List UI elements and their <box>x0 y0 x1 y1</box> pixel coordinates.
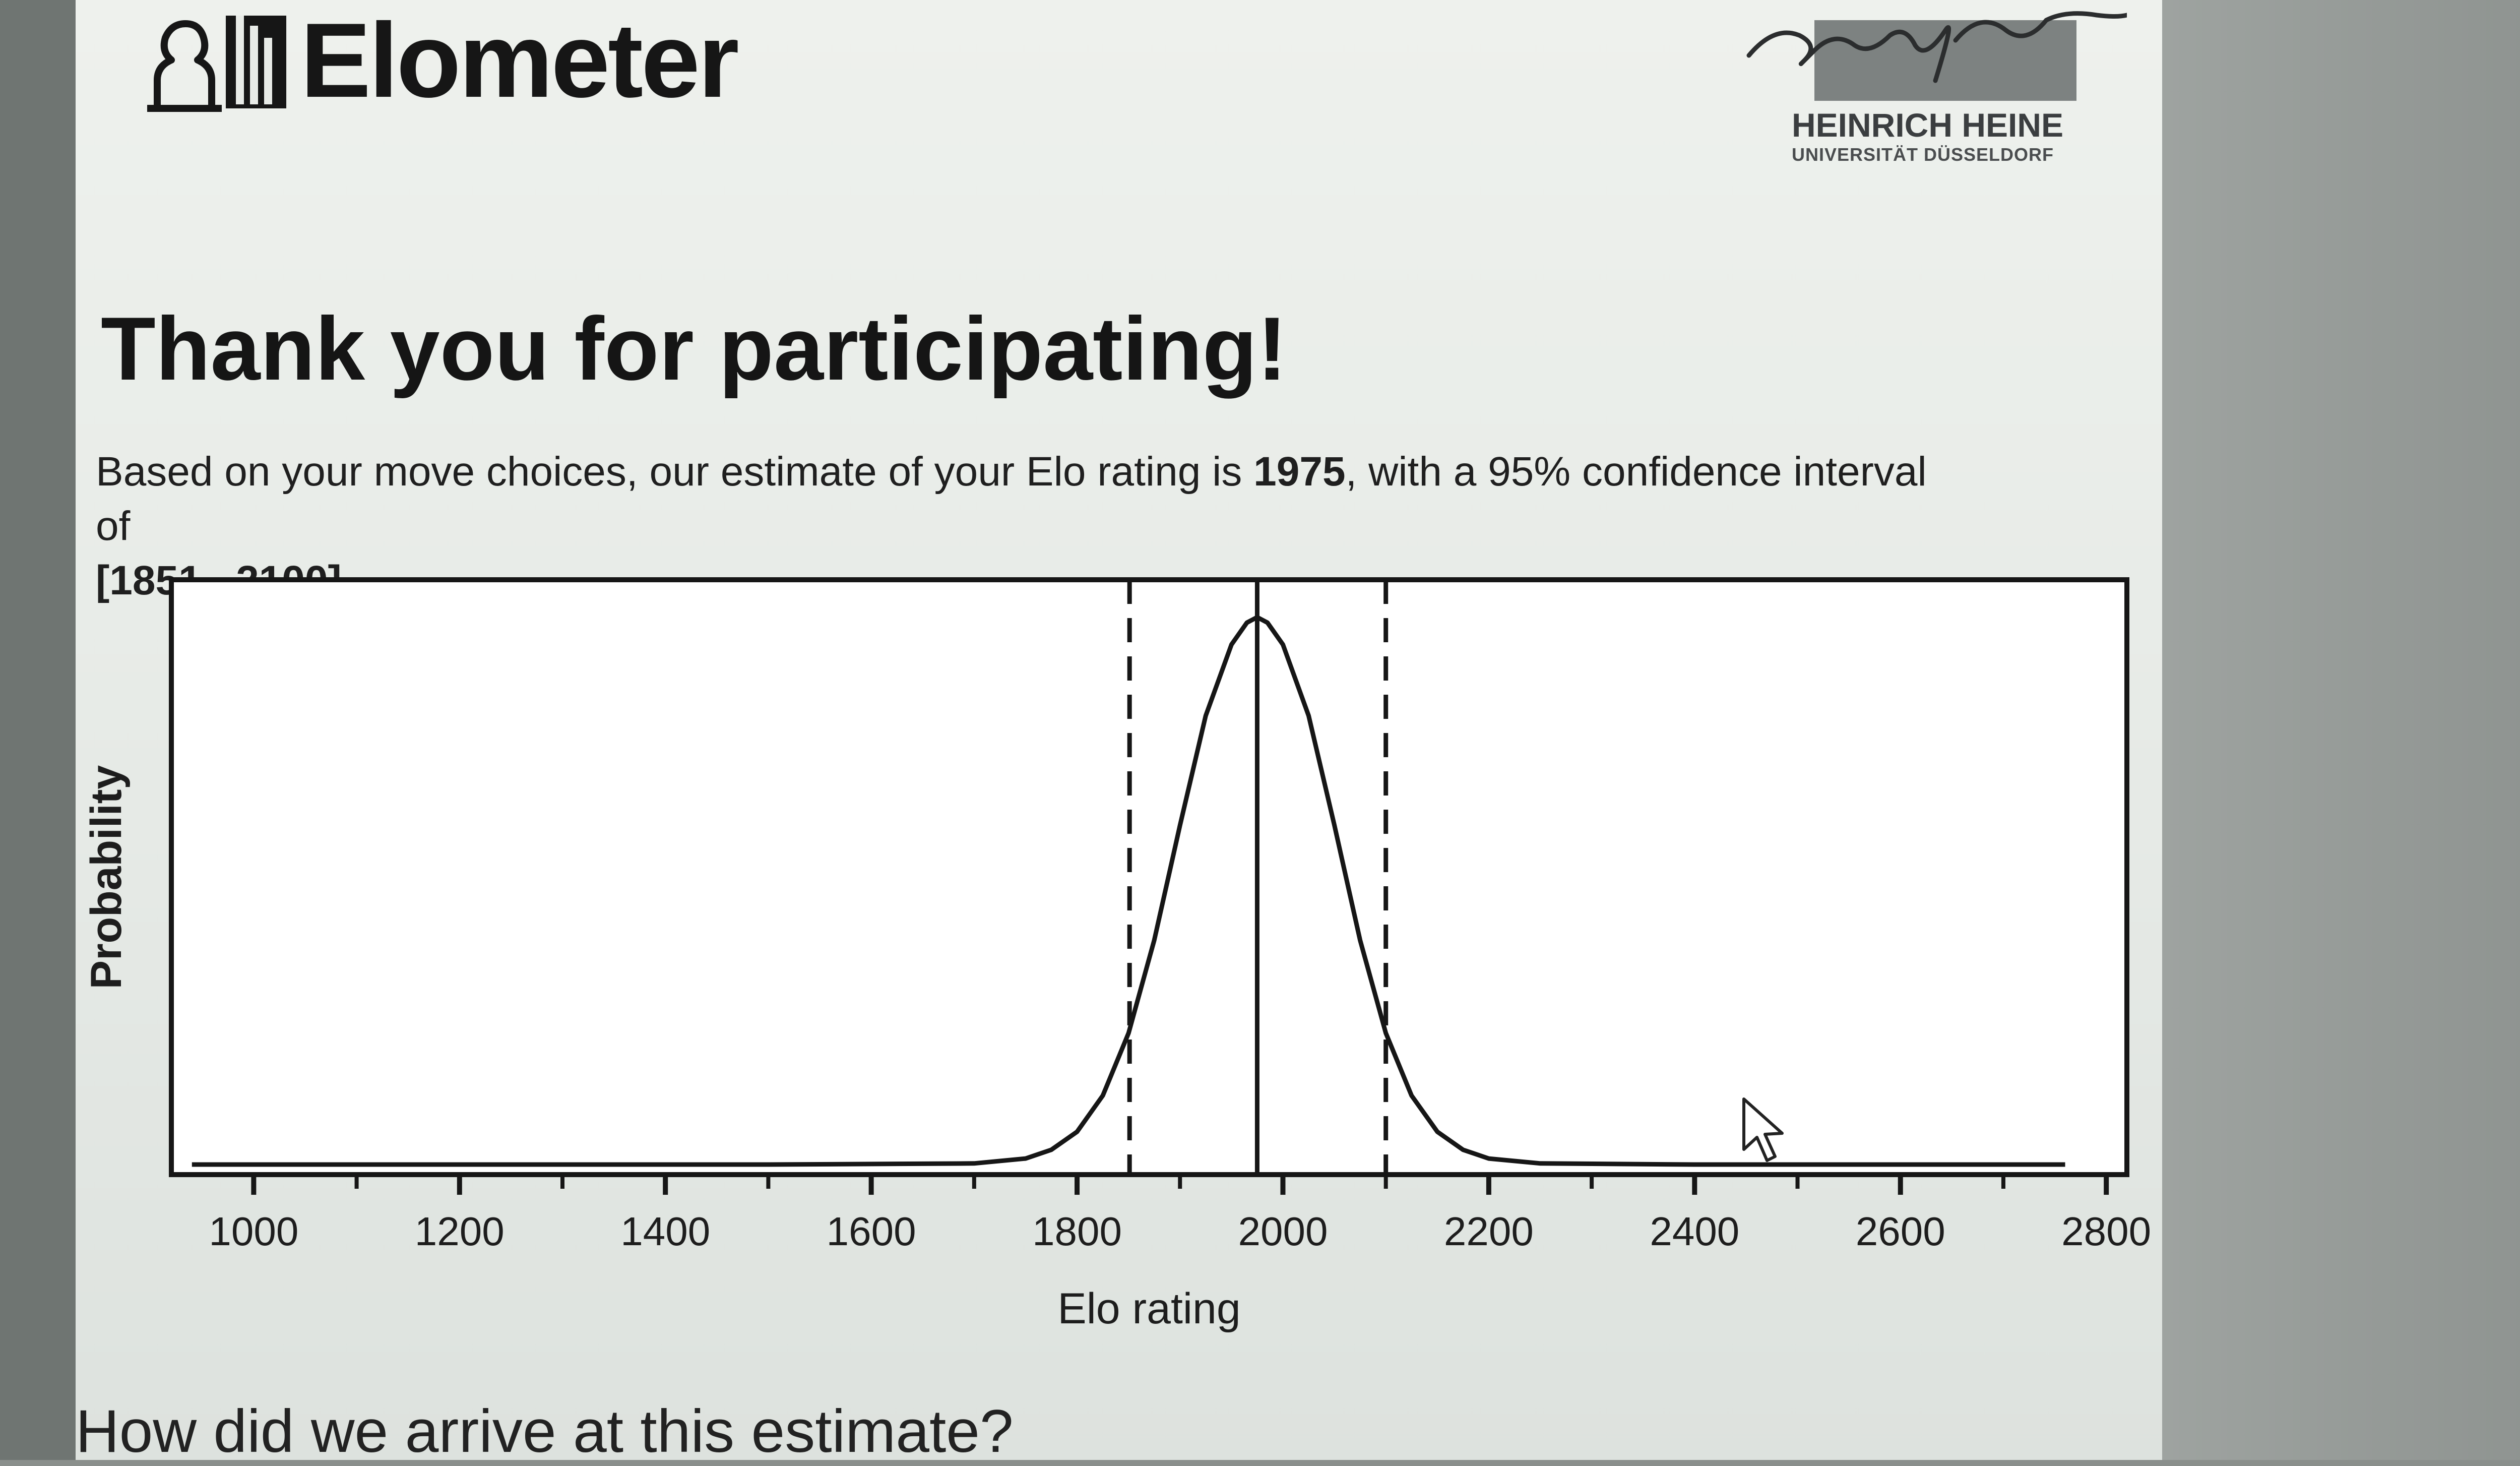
x-tick-label: 2800 <box>2061 1209 2151 1254</box>
university-name: HEINRICH HEINE <box>1792 106 2064 144</box>
app-name: Elometer <box>300 1 739 119</box>
elo-probability-chart: 1000 1200 1400 1600 1800 2000 2200 2400 2600 2800… <box>66 544 2162 1351</box>
plot-frame <box>169 577 2129 1177</box>
elometer-logo[interactable]: Elometer <box>141 0 739 121</box>
x-tick-label: 1600 <box>827 1209 916 1254</box>
x-tick-label: 2200 <box>1444 1209 1534 1254</box>
chart-canvas: 1000 1200 1400 1600 1800 2000 2200 2400 2600 2800… <box>82 577 2151 1333</box>
x-tick-label: 1800 <box>1032 1209 1122 1254</box>
chess-pieces-icon <box>147 16 286 112</box>
x-tick-label: 2400 <box>1650 1209 1739 1254</box>
x-tick-label: 1200 <box>415 1209 505 1254</box>
result-text-middle: , with a 95% confidence interval of <box>96 449 1927 549</box>
section-heading: How did we arrive at this estimate? <box>76 1397 1014 1465</box>
backdrop-right <box>2162 0 2520 1460</box>
mouse-cursor-icon <box>1742 1097 1784 1162</box>
y-axis-label: Probability <box>82 765 131 990</box>
x-tick-label: 2000 <box>1238 1209 1328 1254</box>
university-subtitle: UNIVERSITÄT DÜSSELDORF <box>1792 144 2054 165</box>
x-tick-label: 1400 <box>620 1209 710 1254</box>
x-tick-label: 1000 <box>209 1209 298 1254</box>
backdrop-left <box>0 0 76 1460</box>
university-logo[interactable]: HEINRICH HEINE UNIVERSITÄT DÜSSELDORF <box>1744 0 2127 171</box>
x-axis-label: Elo rating <box>1057 1285 1240 1333</box>
signature-image <box>1746 11 2127 101</box>
elo-estimate: 1975 <box>1253 449 1346 495</box>
x-tick-label: 2600 <box>1856 1209 1945 1254</box>
result-text-before: Based on your move choices, our estimate… <box>96 449 1254 495</box>
page-title: Thank you for participating! <box>101 298 1287 399</box>
